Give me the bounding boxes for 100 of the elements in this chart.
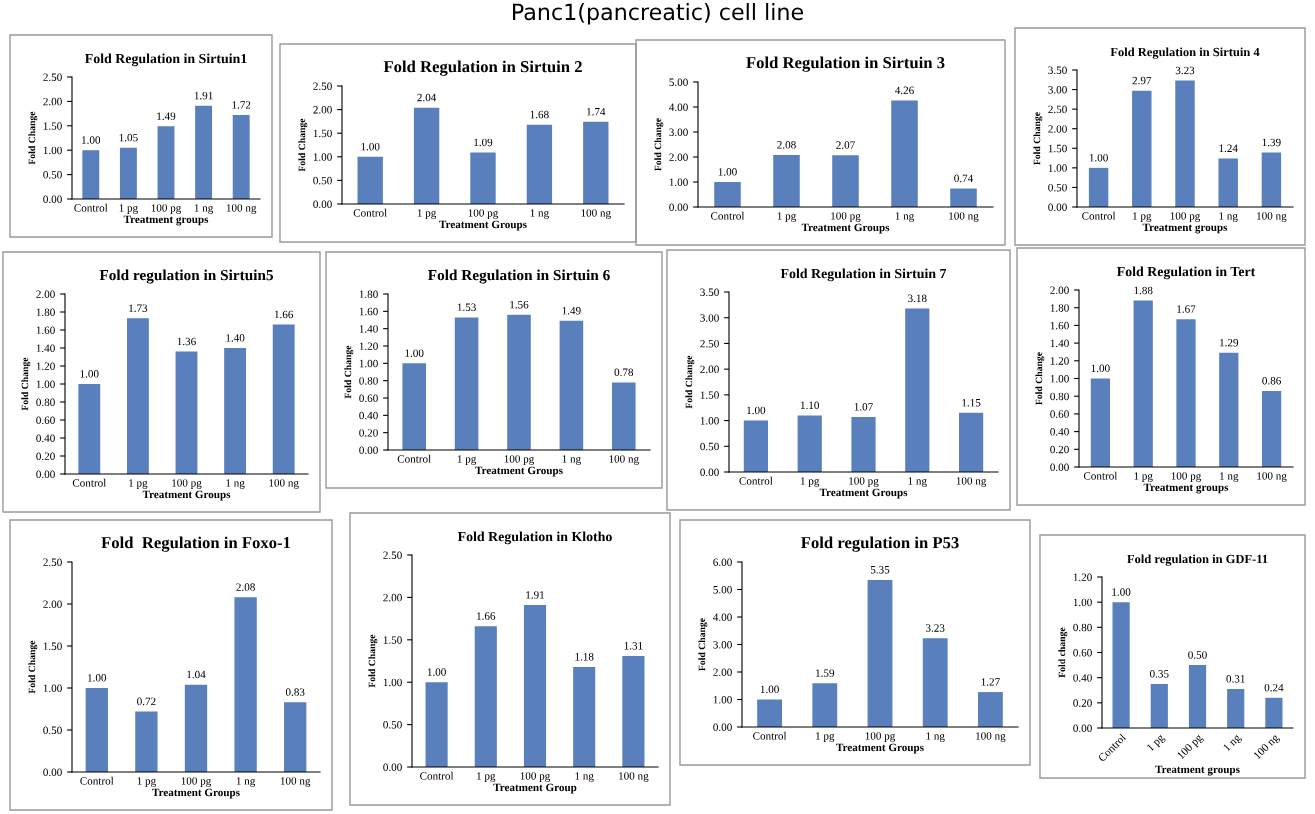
data-label: 1.00 (80, 370, 99, 378)
bar (583, 121, 609, 204)
y-tick-label: 1.60 (359, 307, 378, 316)
y-tick-label: 2.50 (1048, 105, 1067, 114)
y-tick-label: 0.00 (1050, 463, 1069, 472)
y-tick-label: 1.00 (1050, 374, 1069, 383)
bar (851, 416, 876, 472)
y-axis-title: Fold Change (1033, 112, 1043, 165)
bar (1132, 90, 1152, 207)
y-tick-label: 1.00 (1073, 598, 1092, 607)
x-tick-label: 1 ng (236, 777, 256, 787)
y-tick-label: 0.40 (359, 411, 378, 420)
y-tick-label: 1.00 (669, 178, 688, 187)
chart-title: Fold Regulation in Sirtuin 3 (746, 56, 945, 72)
y-tick-label: 2.50 (313, 82, 332, 91)
data-label: 1.05 (119, 133, 138, 142)
data-label: 0.86 (1262, 376, 1281, 385)
bar (1112, 602, 1130, 728)
y-tick-label: 0.40 (1073, 674, 1092, 682)
bar (1088, 167, 1109, 207)
y-tick-label: 1.00 (36, 380, 55, 389)
bar (184, 684, 208, 772)
chart-title: Fold Regulation in Sirtuin 4 (1110, 47, 1260, 59)
data-label: 1.56 (510, 300, 529, 309)
data-label: 0.31 (1226, 675, 1245, 683)
y-tick-label: 0.50 (313, 176, 332, 185)
y-tick-label: 2.00 (36, 290, 55, 299)
bar (1090, 378, 1111, 467)
x-tick-label: 100 pg (151, 204, 182, 214)
data-label: 1.27 (981, 678, 1000, 686)
chart-title: Fold regulation in P53 (801, 536, 959, 552)
x-tick-label: Control (74, 203, 108, 212)
bar (958, 412, 984, 472)
bar (232, 115, 250, 199)
data-label: 2.97 (1132, 76, 1152, 85)
bar (195, 105, 213, 199)
x-tick-label: 1 pg (137, 777, 156, 787)
y-tick-label: 0.50 (43, 171, 62, 179)
data-label: 1.10 (800, 401, 819, 410)
x-tick-label: 100 ng (1253, 733, 1281, 761)
y-tick-label: 2.00 (700, 365, 719, 374)
y-tick-label: 1.00 (313, 153, 332, 161)
bar (224, 348, 247, 474)
x-tick-label: 1 ng (1219, 212, 1238, 222)
bar (1218, 158, 1238, 207)
y-tick-label: 0.80 (359, 377, 378, 385)
y-axis-title: Fold Change (298, 118, 308, 172)
bar (272, 324, 295, 474)
y-tick-label: 2.00 (383, 593, 402, 602)
y-tick-label: 0.20 (359, 429, 378, 437)
data-label: 1.00 (747, 406, 766, 415)
data-label: 3.23 (926, 624, 945, 632)
x-axis-title: Treatment Group (493, 783, 577, 794)
y-tick-label: 0.80 (36, 398, 55, 407)
y-tick-label: 1.20 (359, 342, 378, 351)
y-tick-label: 1.00 (43, 146, 62, 155)
x-axis-title: Treatment Groups (152, 788, 240, 799)
x-tick-label: 1 ng (908, 477, 927, 487)
y-tick-label: 0.00 (43, 195, 62, 204)
y-tick-label: 2.00 (313, 106, 332, 114)
y-tick-label: 2.00 (43, 97, 62, 106)
x-tick-label: 100 pg (1171, 472, 1202, 482)
y-tick-label: 1.00 (1048, 164, 1067, 172)
y-tick-label: 3.00 (713, 640, 732, 649)
y-tick-label: 0.00 (669, 203, 688, 212)
y-tick-label: 2.00 (1048, 125, 1067, 133)
x-tick-label: Control (753, 731, 787, 740)
x-axis-title: Treatment Groups (819, 488, 908, 499)
y-tick-label: 2.50 (383, 551, 402, 560)
x-tick-label: 100 ng (956, 477, 987, 487)
x-tick-label: 100 pg (172, 479, 202, 489)
y-axis-title: Fold change (1058, 627, 1068, 678)
bar (1219, 352, 1239, 467)
y-axis-title: Fold Change (344, 345, 354, 399)
data-label: 0.50 (1188, 651, 1207, 659)
data-label: 1.00 (88, 674, 107, 682)
x-tick-label: 1 pg (816, 732, 835, 742)
x-tick-label: 100 ng (1257, 472, 1287, 482)
y-tick-label: 0.00 (383, 763, 402, 772)
data-label: 1.00 (405, 349, 424, 357)
bar (78, 384, 101, 474)
y-axis-title: Fold Change (28, 640, 38, 694)
bar (402, 363, 426, 450)
data-label: 1.49 (562, 306, 581, 315)
x-tick-label: 100 ng (949, 212, 979, 222)
x-axis-title: Treatment Groups (801, 223, 890, 234)
y-tick-label: 1.00 (700, 417, 719, 425)
y-tick-label: 1.80 (1050, 304, 1069, 312)
y-axis-title: Fold Change (21, 357, 31, 411)
data-label: 1.31 (624, 642, 643, 650)
bar (234, 597, 257, 772)
y-tick-label: 3.50 (700, 288, 719, 297)
bar (1261, 152, 1282, 207)
x-tick-label: Control (397, 454, 431, 463)
y-tick-label: 0.50 (383, 721, 402, 729)
x-tick-label: 1 ng (226, 479, 245, 489)
bar (977, 692, 1003, 727)
x-tick-label: 1 pg (800, 477, 820, 487)
x-tick-label: 1 pg (1134, 472, 1153, 482)
y-tick-label: 2.50 (43, 558, 62, 567)
